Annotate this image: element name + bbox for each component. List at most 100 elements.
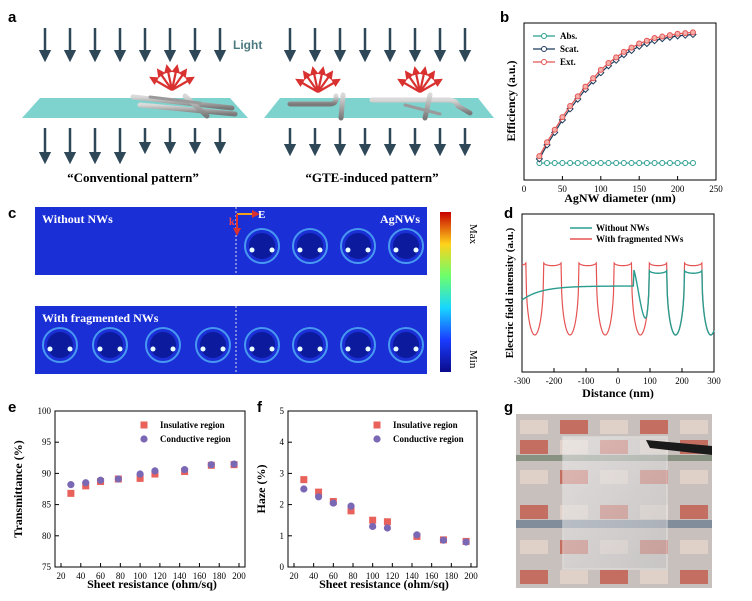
nanowire-section bbox=[345, 233, 371, 259]
transmitted-light-arrows bbox=[38, 128, 472, 165]
hot-spot bbox=[220, 346, 226, 352]
scatter-arrow bbox=[156, 68, 173, 91]
hot-spot bbox=[150, 346, 156, 352]
insulative-point bbox=[383, 518, 391, 526]
scatter-arrow bbox=[317, 70, 334, 93]
plot-b-x-tick-label: 0 bbox=[522, 184, 527, 194]
hot-spot bbox=[345, 346, 351, 352]
scatter-arrow bbox=[397, 78, 421, 93]
conductive-point bbox=[96, 476, 105, 484]
f-y-tick-label: 2 bbox=[280, 500, 285, 510]
f-x-tick-label: 160 bbox=[425, 571, 439, 581]
hot-spot bbox=[269, 247, 275, 253]
f-x-tick-label: 40 bbox=[309, 571, 319, 581]
series-line-fragmented bbox=[521, 261, 715, 336]
plot-d-x-tick-label: -300 bbox=[514, 376, 531, 386]
grid-block bbox=[680, 540, 708, 554]
plot-d-x-tick-label: 100 bbox=[643, 376, 657, 386]
abs-point bbox=[590, 160, 597, 167]
field-ring bbox=[292, 228, 328, 264]
hot-spot bbox=[365, 346, 371, 352]
grid-block bbox=[520, 505, 548, 519]
insulative-point bbox=[369, 516, 377, 524]
ext-point bbox=[689, 29, 696, 36]
e-x-tick-label: 140 bbox=[173, 571, 187, 581]
nanowire-section bbox=[345, 332, 371, 358]
hot-spot bbox=[297, 247, 303, 253]
abs-point bbox=[682, 160, 689, 167]
hot-spot bbox=[297, 346, 303, 352]
field-map-bottom-nanowires bbox=[42, 327, 424, 363]
grid-block bbox=[560, 420, 588, 434]
plot-e-ylabel: Transmittance (%) bbox=[11, 440, 25, 537]
e-y-tick-label: 85 bbox=[42, 500, 52, 510]
nanowire-section bbox=[393, 332, 419, 358]
plot-f-frame bbox=[287, 410, 478, 568]
conductive-point bbox=[329, 499, 337, 507]
hot-spot bbox=[249, 346, 255, 352]
plot-b-xlabel: AgNW diameter (nm) bbox=[564, 191, 676, 205]
e-x-tick-label: 20 bbox=[57, 571, 67, 581]
plot-d-x-tick-label: 200 bbox=[675, 376, 689, 386]
nanowire-section bbox=[249, 233, 275, 259]
legend-marker bbox=[373, 421, 381, 429]
ext-point bbox=[582, 83, 589, 90]
plot-e-points bbox=[67, 460, 238, 497]
conductive-point bbox=[67, 481, 75, 489]
plot-d-xlabel: Distance (nm) bbox=[582, 386, 654, 400]
e-y-tick-label: 90 bbox=[42, 468, 52, 478]
f-x-tick-label: 180 bbox=[445, 571, 459, 581]
nanowire-section bbox=[47, 332, 73, 358]
f-x-tick-label: 100 bbox=[366, 571, 380, 581]
plot-e-frame bbox=[54, 410, 246, 568]
grid-block bbox=[640, 570, 668, 584]
grid-block bbox=[520, 570, 548, 584]
ext-point bbox=[567, 103, 574, 110]
plot-b-x-tick-label: 150 bbox=[632, 184, 646, 194]
plot-d-ticks: -300 -200 -100 0 100 200 300 bbox=[514, 368, 721, 386]
scatter-arrow bbox=[419, 78, 443, 93]
abs-point bbox=[628, 160, 635, 167]
conductive-point bbox=[114, 475, 122, 483]
e-y-tick-label: 95 bbox=[42, 437, 52, 447]
field-ring bbox=[340, 228, 376, 264]
abs-point bbox=[574, 160, 581, 167]
e-y-tick-label: 100 bbox=[38, 406, 52, 416]
insulative-point bbox=[315, 488, 323, 496]
scatter-arrow bbox=[317, 78, 341, 93]
e-label: E bbox=[258, 209, 265, 221]
e-x-tick-label: 160 bbox=[193, 571, 207, 581]
e-x-tick-label: 180 bbox=[212, 571, 226, 581]
e-x-tick-label: 100 bbox=[133, 571, 147, 581]
ext-point bbox=[682, 30, 689, 37]
ext-point bbox=[620, 48, 627, 55]
scatter-arrow bbox=[412, 66, 422, 93]
e-y-tick-label: 75 bbox=[42, 562, 52, 572]
e-y-tick-label: 80 bbox=[42, 531, 52, 541]
ext-point bbox=[544, 139, 551, 146]
insulative-point bbox=[300, 476, 308, 484]
legend-label: Conductive region bbox=[160, 434, 231, 444]
field-ring bbox=[195, 327, 231, 363]
grid-block bbox=[680, 470, 708, 484]
plot-f-ylabel: Haze (%) bbox=[254, 465, 268, 514]
plot-b-ylabel: Efficiency (a.u.) bbox=[504, 61, 518, 142]
plot-e-ticks: 20 40 60 80 100 120 140 160 180 200 75 80 85 90 95 100 bbox=[38, 406, 247, 581]
f-y-tick-label: 0 bbox=[280, 562, 285, 572]
legend-label: Abs. bbox=[560, 31, 577, 41]
k-label: k bbox=[229, 217, 235, 228]
ext-point bbox=[574, 93, 581, 100]
plot-b-series bbox=[535, 29, 697, 167]
f-x-tick-label: 120 bbox=[386, 571, 400, 581]
abs-point bbox=[582, 160, 589, 167]
plot-d-x-tick-label: -200 bbox=[546, 376, 563, 386]
conductive-point bbox=[82, 479, 90, 487]
hot-spot bbox=[317, 247, 323, 253]
hot-spot bbox=[97, 346, 103, 352]
legend-label: Ext. bbox=[560, 57, 576, 67]
field-map-top-nanowires bbox=[244, 228, 424, 264]
plot-d-x-tick-label: 0 bbox=[616, 376, 621, 386]
insulative-point bbox=[347, 507, 355, 515]
tweezers bbox=[646, 440, 712, 455]
